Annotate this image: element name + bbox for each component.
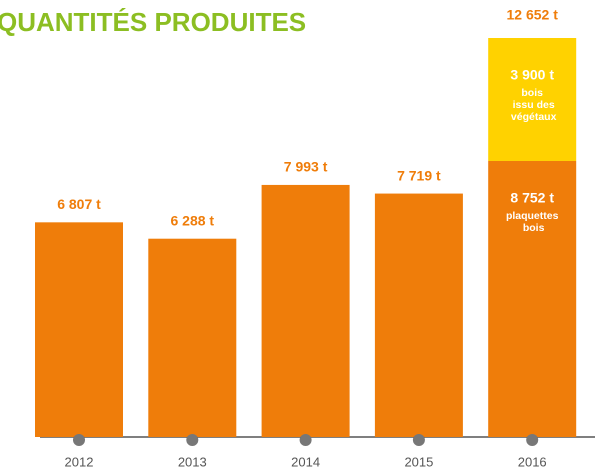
bar-segment (35, 222, 123, 437)
x-tick-label: 2016 (518, 454, 547, 469)
total-label: 12 652 t (507, 7, 559, 23)
bar-segment (374, 193, 463, 437)
bar-segment (261, 184, 350, 437)
segment-value-label: 3 900 t (510, 67, 554, 83)
segment-name-label: bois issu des végétaux (508, 87, 557, 123)
value-label: 7 719 t (397, 167, 441, 183)
segment-name-label: plaquettes bois (506, 210, 559, 234)
axis-dot (186, 434, 199, 446)
bar-segment (488, 38, 577, 161)
x-tick-label: 2013 (178, 454, 207, 469)
axis-dot (299, 434, 312, 446)
chart-title: QUANTITÉS PRODUITES (0, 7, 306, 37)
value-label: 6 807 t (57, 196, 101, 212)
x-tick-label: 2012 (65, 454, 94, 469)
axis-dot (526, 434, 539, 446)
x-tick-label: 2015 (404, 454, 433, 469)
bar-segment (148, 238, 237, 437)
axis-dot (412, 434, 425, 446)
bar-segment (488, 160, 577, 437)
value-label: 7 993 t (284, 159, 328, 175)
x-tick-label: 2014 (291, 454, 320, 469)
axis-dot (73, 434, 85, 446)
segment-value-label: 8 752 t (510, 190, 554, 206)
value-label: 6 288 t (171, 212, 215, 228)
